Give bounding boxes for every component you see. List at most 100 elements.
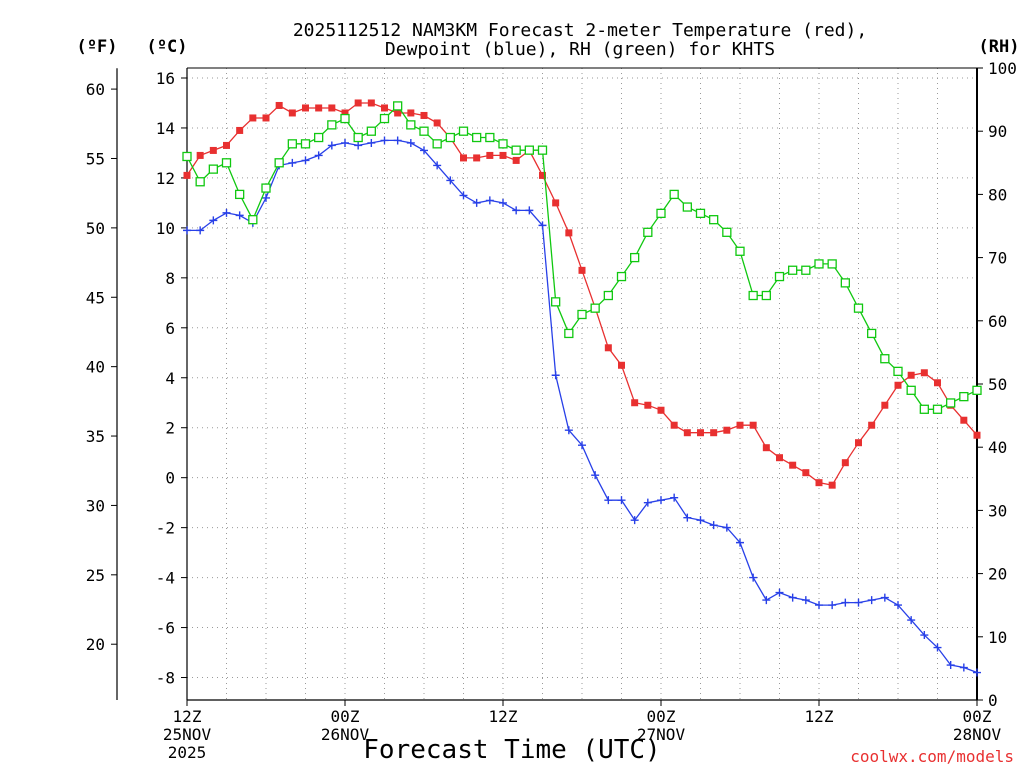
temperature-point	[236, 126, 244, 134]
celsius-tick-label: -6	[156, 619, 175, 638]
dewpoint-point	[946, 661, 955, 670]
fahrenheit-tick-label: 25	[86, 566, 105, 585]
dewpoint-point	[867, 596, 876, 605]
temperature-point	[881, 401, 889, 409]
chart-subtitle: Dewpoint (blue), RH (green) for KHTS	[385, 39, 775, 60]
rh-point	[932, 404, 943, 414]
temperature-point	[776, 454, 783, 462]
dewpoint-point	[354, 141, 363, 150]
rh-point	[630, 252, 640, 263]
temperature-point	[394, 109, 402, 117]
dewpoint-point	[736, 538, 744, 547]
rh-point	[287, 139, 297, 149]
rh-point	[827, 259, 837, 269]
rh-point	[195, 177, 205, 187]
temperature-point	[420, 111, 428, 119]
dewpoint-point	[538, 221, 547, 230]
rh-point	[959, 391, 969, 402]
rh-point	[340, 113, 350, 124]
rh-tick-label: 10	[988, 628, 1007, 647]
temperature-point	[683, 429, 691, 437]
dewpoint-point	[604, 496, 613, 505]
dewpoint-point	[749, 573, 758, 582]
rh-point	[709, 215, 719, 225]
dewpoint-point	[288, 158, 297, 167]
dewpoint-point	[459, 191, 468, 200]
celsius-tick-label: 6	[165, 319, 175, 338]
temperature-point	[552, 199, 560, 207]
dewpoint-point	[788, 593, 797, 602]
fahrenheit-tick-label: 45	[86, 288, 105, 307]
temperature-point	[657, 406, 665, 414]
rh-point	[893, 366, 903, 377]
dewpoint-point	[933, 643, 942, 652]
dewpoint-point	[722, 523, 731, 532]
temperature-point	[249, 114, 257, 122]
dewpoint-point	[446, 176, 455, 185]
temperature-point	[697, 429, 704, 437]
celsius-tick-label: 12	[156, 169, 175, 188]
dewpoint-point	[420, 146, 428, 155]
rh-point	[472, 132, 482, 143]
rh-point	[761, 290, 771, 301]
rh-point	[867, 328, 877, 339]
dewpoint-point	[762, 596, 771, 605]
dewpoint-point	[512, 206, 521, 215]
x-tick-date-label: 26NOV	[321, 725, 370, 744]
dewpoint-point	[222, 208, 231, 217]
dewpoint-point	[196, 226, 205, 235]
dewpoint-point	[578, 441, 586, 450]
rh-point	[445, 132, 455, 143]
rh-tick-label: 100	[988, 59, 1017, 78]
rh-point	[656, 208, 666, 219]
temperature-point	[328, 104, 336, 112]
temperature-point	[618, 361, 625, 369]
celsius-tick-label: -4	[156, 569, 175, 588]
rh-point	[432, 139, 442, 149]
rh-tick-label: 80	[988, 185, 1007, 204]
fahrenheit-tick-label: 30	[86, 496, 105, 515]
fahrenheit-tick-label: 50	[86, 219, 105, 238]
rh-point	[972, 385, 982, 395]
dewpoint-point	[854, 598, 863, 607]
dewpoint-point	[959, 663, 968, 672]
temperature-point	[604, 344, 612, 352]
celsius-tick-label: 2	[165, 419, 175, 438]
celsius-unit-label: (ºC)	[147, 37, 188, 57]
rh-tick-label: 50	[988, 375, 1007, 394]
grid-lines	[187, 68, 977, 700]
rh-point	[419, 126, 429, 136]
dewpoint-point	[801, 596, 810, 605]
dewpoint-point	[841, 598, 850, 607]
rh-point	[393, 101, 403, 111]
rh-tick-label: 60	[988, 312, 1007, 331]
rh-point	[261, 183, 271, 193]
rh-point	[300, 139, 311, 149]
celsius-tick-label: 0	[165, 469, 175, 488]
rh-point	[722, 227, 732, 237]
x-tick-date-label: 28NOV	[953, 725, 1002, 744]
x-tick-time-label: 12Z	[173, 707, 202, 726]
tick-labels: 1614121086420-2-4-6-86055504540353025201…	[86, 59, 1017, 762]
rh-point	[314, 132, 324, 143]
dewpoint-point	[630, 516, 639, 525]
temperature-point	[407, 109, 415, 117]
temperature-point	[670, 421, 678, 429]
temperature-point	[262, 114, 270, 122]
rh-point	[643, 227, 653, 237]
temperature-point	[973, 431, 981, 439]
temperature-point	[802, 469, 810, 477]
rh-point	[379, 113, 390, 124]
dewpoint-point	[327, 141, 336, 150]
temperature-point	[499, 151, 507, 159]
rh-tick-label: 30	[988, 501, 1007, 520]
dewpoint-point	[433, 161, 442, 170]
dewpoint-point	[670, 493, 679, 502]
temperature-point	[486, 151, 494, 159]
temperature-point	[749, 421, 757, 429]
dewpoint-point	[709, 521, 718, 530]
rh-point	[946, 398, 956, 408]
rh-point	[603, 290, 613, 301]
dewpoint-point	[472, 198, 481, 207]
